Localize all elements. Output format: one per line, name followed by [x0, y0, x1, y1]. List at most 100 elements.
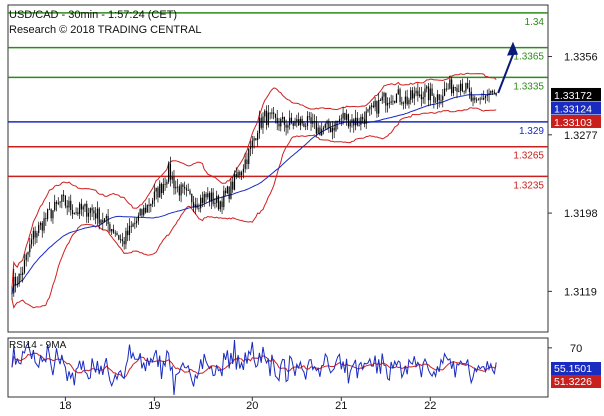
candle-body — [139, 209, 141, 216]
candle-body — [80, 203, 83, 210]
candle-body — [451, 79, 453, 94]
candle-body — [335, 121, 337, 131]
candle-body — [136, 220, 138, 224]
candle-body — [381, 96, 383, 101]
level-label: 1.329 — [519, 126, 544, 137]
candle-body — [125, 230, 127, 245]
candle-body — [118, 235, 120, 240]
candle-body — [312, 120, 314, 124]
candle-body — [440, 99, 442, 101]
candle-body — [184, 186, 186, 189]
candle-body — [331, 127, 333, 133]
y-tick-label: 1.3356 — [564, 52, 598, 64]
candle-body — [308, 116, 310, 118]
chart-frame — [7, 4, 549, 398]
candle-body — [93, 210, 95, 214]
candle-body — [251, 140, 253, 147]
target-arrow-head — [507, 41, 518, 56]
candle-body — [468, 87, 471, 92]
candle-body — [159, 183, 161, 198]
candle-body — [45, 218, 47, 220]
candle-body — [43, 218, 45, 231]
rsi-level-label: 70 — [570, 343, 582, 355]
candle-body — [246, 159, 248, 165]
candle-body — [84, 203, 86, 207]
candle-body — [192, 202, 195, 208]
candle-body — [467, 82, 469, 88]
candle-body — [408, 99, 410, 105]
candle-body — [392, 100, 394, 102]
candle-body — [296, 119, 298, 122]
price-tag-last — [551, 87, 601, 101]
candle-body — [130, 225, 132, 227]
candle-body — [178, 186, 180, 196]
candle-body — [71, 210, 74, 215]
candle-body — [324, 124, 326, 128]
candle-body — [109, 224, 111, 232]
candle-body — [242, 168, 244, 173]
candle-body — [369, 106, 371, 110]
candle-body — [269, 112, 271, 114]
candle-body — [326, 120, 328, 125]
candle-body — [47, 209, 49, 220]
candle-body — [351, 119, 353, 123]
candle-body — [452, 86, 455, 94]
candle-body — [321, 129, 323, 136]
candle-body — [168, 163, 170, 182]
candle-body — [66, 205, 68, 208]
candle-body — [495, 92, 497, 96]
candle-body — [328, 120, 330, 128]
candle-body — [493, 92, 495, 93]
candle-body — [91, 208, 93, 211]
candle-body — [356, 117, 358, 126]
candle-body — [410, 90, 412, 100]
candle-body — [198, 207, 200, 209]
candle-body — [39, 222, 42, 226]
x-tick-label: 21 — [335, 400, 347, 412]
candle-body — [23, 260, 26, 273]
candle-body — [481, 98, 483, 100]
candle-body — [27, 252, 29, 255]
candle-body — [61, 194, 63, 202]
candle-body — [59, 201, 61, 203]
candle-body — [162, 184, 164, 194]
candle-body — [479, 98, 481, 100]
candle-body — [25, 254, 27, 261]
candle-body — [484, 95, 487, 98]
candle-body — [48, 209, 50, 211]
candle-body — [127, 230, 129, 236]
candle-body — [315, 121, 317, 134]
candle-body — [459, 83, 462, 91]
candle-body — [232, 181, 234, 190]
candle-body — [443, 88, 446, 96]
candle-body — [278, 123, 280, 127]
candle-body — [474, 97, 476, 100]
price-tag-red — [551, 114, 601, 128]
candle-body — [212, 192, 214, 204]
candle-body — [401, 102, 403, 104]
candle-body — [362, 116, 364, 120]
candle-body — [210, 192, 212, 202]
bollinger-upper-line — [11, 72, 497, 288]
candle-body — [32, 230, 34, 240]
candle-body — [208, 193, 211, 202]
candle-body — [333, 127, 335, 131]
candle-body — [319, 127, 321, 136]
candle-body — [244, 159, 246, 169]
candle-body — [435, 101, 437, 103]
candle-body — [216, 195, 218, 203]
candle-body — [372, 105, 374, 108]
candle-body — [463, 91, 465, 93]
x-tick-label: 19 — [148, 400, 160, 412]
candle-body — [436, 94, 439, 102]
candle-body — [365, 111, 367, 124]
candle-body — [422, 97, 424, 100]
candle-body — [470, 91, 472, 101]
candle-body — [294, 121, 296, 126]
candle-body — [52, 210, 54, 219]
candle-body — [132, 223, 134, 227]
candle-body — [82, 206, 84, 210]
candle-body — [433, 95, 435, 103]
